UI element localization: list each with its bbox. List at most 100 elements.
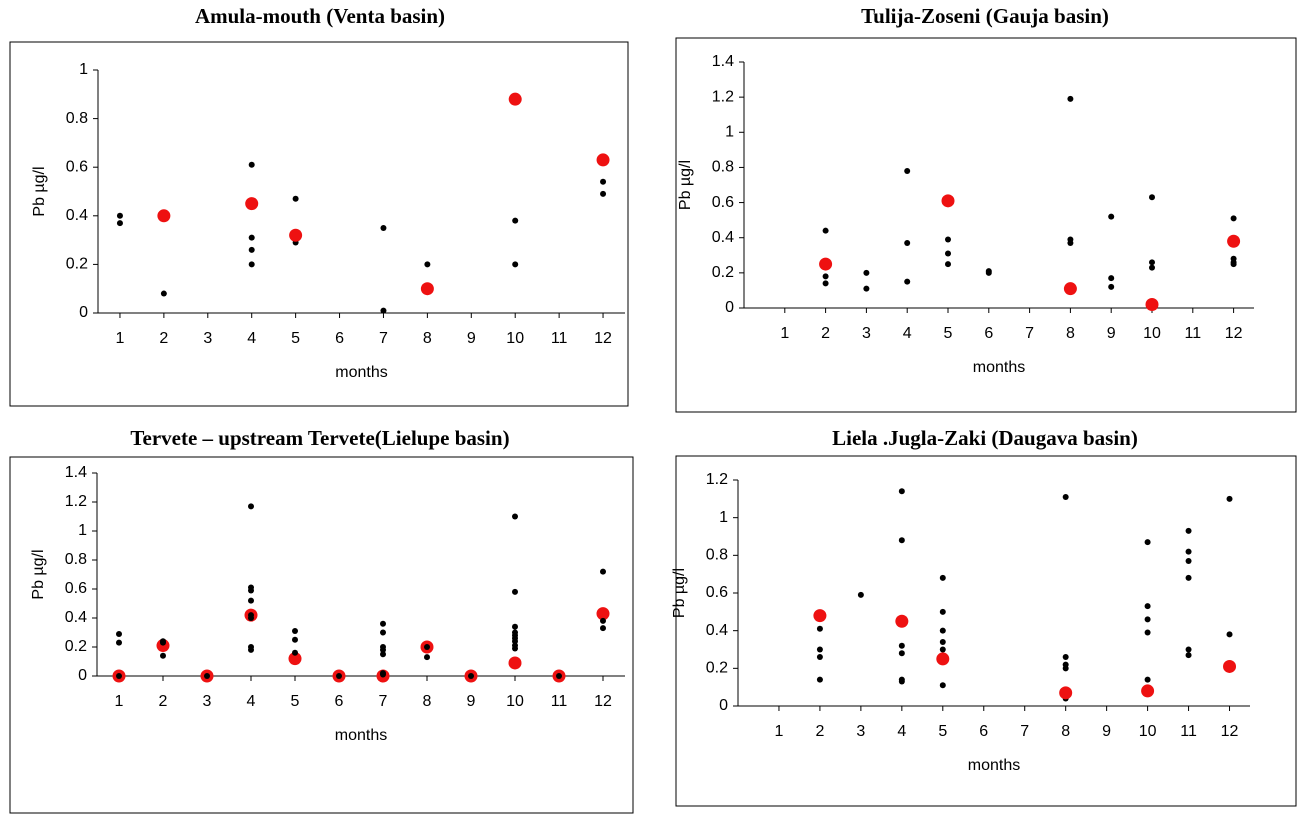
data-point xyxy=(380,646,386,653)
data-point xyxy=(512,513,518,520)
data-point xyxy=(822,273,829,280)
data-point xyxy=(816,654,823,661)
y-tick-label: 0.2 xyxy=(66,256,88,273)
y-axis-label: Pb µg/l xyxy=(30,549,47,599)
data-point xyxy=(1230,261,1237,268)
x-tick-label: 8 xyxy=(1061,723,1070,740)
x-tick-label: 2 xyxy=(815,723,824,740)
y-tick-label: 1 xyxy=(78,522,87,539)
data-point xyxy=(863,285,870,292)
x-tick-label: 8 xyxy=(423,330,432,347)
data-point xyxy=(939,574,946,581)
x-tick-label: 7 xyxy=(379,330,388,347)
data-point xyxy=(468,673,474,679)
data-point xyxy=(945,236,951,243)
data-point xyxy=(898,537,905,544)
x-axis-label: months xyxy=(973,359,1025,376)
x-tick-label: 5 xyxy=(291,330,300,347)
x-tick-label: 7 xyxy=(379,693,388,710)
data-point xyxy=(292,636,298,643)
x-tick-label: 1 xyxy=(780,325,789,342)
data-point xyxy=(508,656,522,670)
data-point xyxy=(1108,275,1115,282)
data-point xyxy=(600,190,607,197)
data-point xyxy=(380,629,386,636)
data-point xyxy=(380,307,387,314)
data-point xyxy=(248,261,255,268)
data-point xyxy=(904,278,911,285)
data-point xyxy=(936,652,950,666)
x-tick-label: 6 xyxy=(979,723,988,740)
x-tick-label: 2 xyxy=(159,330,168,347)
data-point xyxy=(1144,603,1151,610)
data-point xyxy=(289,228,303,242)
data-point xyxy=(1059,686,1073,700)
x-tick-label: 3 xyxy=(203,693,212,710)
y-axis-label: Pb µg/l xyxy=(31,166,48,216)
data-point xyxy=(248,503,254,510)
data-point xyxy=(512,645,518,652)
data-point xyxy=(248,597,254,604)
data-point xyxy=(248,646,254,653)
data-point xyxy=(116,630,122,637)
chart-frame xyxy=(9,41,629,407)
x-tick-label: 7 xyxy=(1020,723,1029,740)
data-point xyxy=(939,646,946,653)
y-tick-label: 1 xyxy=(725,124,734,141)
data-point xyxy=(596,607,610,621)
data-point xyxy=(600,568,606,575)
data-point xyxy=(1223,659,1237,673)
data-point xyxy=(945,261,951,268)
y-tick-label: 0.8 xyxy=(66,110,88,127)
x-tick-label: 11 xyxy=(551,330,568,347)
data-point xyxy=(1226,631,1233,638)
y-tick-label: 0 xyxy=(719,697,728,714)
data-point xyxy=(941,194,955,208)
y-tick-label: 1.2 xyxy=(706,471,728,488)
data-point xyxy=(939,682,946,689)
x-tick-label: 11 xyxy=(551,693,568,710)
x-tick-label: 9 xyxy=(467,693,476,710)
data-point xyxy=(245,197,259,211)
data-point xyxy=(985,268,992,275)
x-tick-label: 3 xyxy=(862,325,871,342)
x-tick-label: 5 xyxy=(291,693,300,710)
x-tick-label: 9 xyxy=(1107,325,1116,342)
data-point xyxy=(898,642,905,649)
data-point xyxy=(248,587,254,594)
data-point xyxy=(822,280,829,287)
y-tick-label: 0.6 xyxy=(66,158,88,175)
data-point xyxy=(904,167,911,174)
data-point xyxy=(1062,665,1069,672)
data-point xyxy=(1144,629,1151,636)
x-tick-label: 9 xyxy=(467,330,476,347)
x-tick-label: 5 xyxy=(938,723,947,740)
y-tick-label: 0.6 xyxy=(712,194,734,211)
data-point xyxy=(898,488,905,495)
data-point xyxy=(1226,495,1233,502)
data-point xyxy=(1185,527,1192,534)
x-tick-label: 6 xyxy=(335,693,344,710)
data-point xyxy=(380,651,386,658)
data-point xyxy=(1145,297,1159,311)
x-tick-label: 4 xyxy=(903,325,912,342)
data-point xyxy=(1185,574,1192,581)
data-point xyxy=(1144,676,1151,683)
data-point xyxy=(424,654,430,661)
y-axis-label: Pb µg/l xyxy=(671,568,688,618)
x-tick-label: 6 xyxy=(335,330,344,347)
data-point xyxy=(157,209,171,223)
y-tick-label: 0.2 xyxy=(706,660,728,677)
y-tick-label: 1.2 xyxy=(65,493,87,510)
data-point xyxy=(1108,213,1115,220)
data-point xyxy=(898,678,905,685)
y-tick-label: 0.2 xyxy=(65,638,87,655)
data-point xyxy=(898,650,905,657)
data-point xyxy=(204,673,210,679)
data-point xyxy=(1108,283,1115,290)
data-point xyxy=(116,212,123,219)
y-tick-label: 1.2 xyxy=(712,88,734,105)
data-point xyxy=(1141,684,1155,698)
data-point xyxy=(380,224,387,231)
data-point xyxy=(160,639,166,646)
